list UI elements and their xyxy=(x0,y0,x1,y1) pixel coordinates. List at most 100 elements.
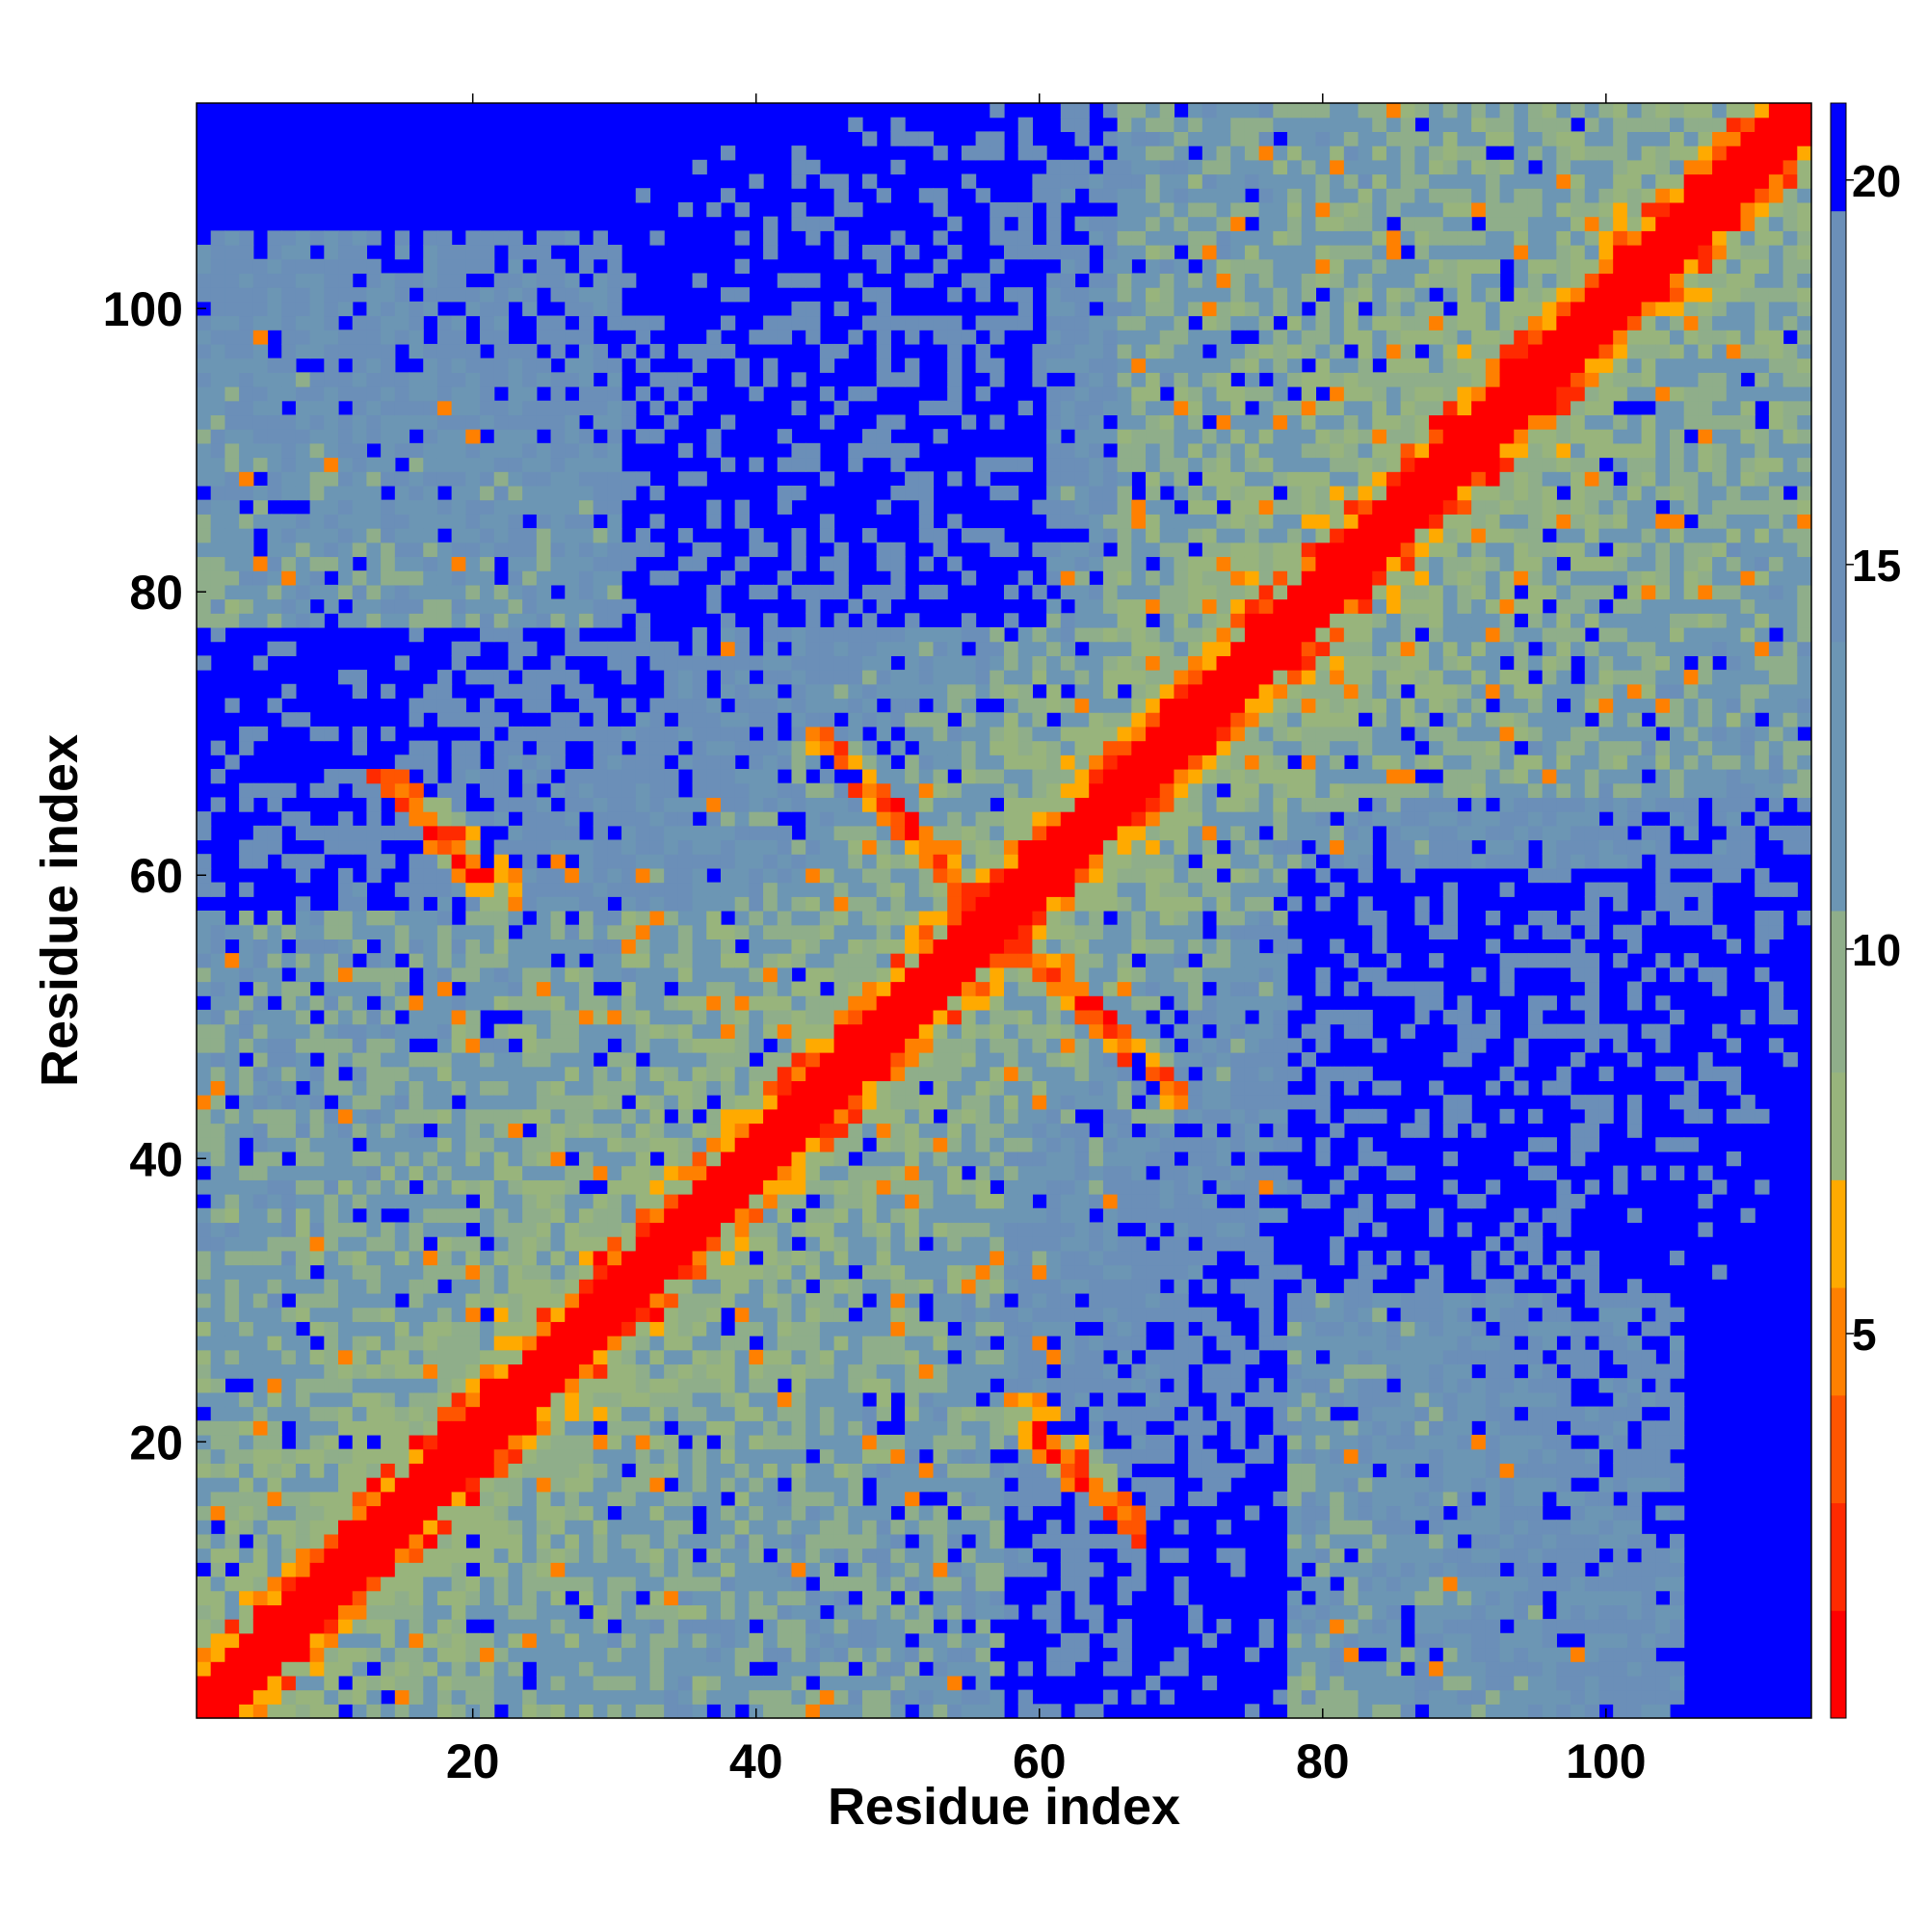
heatmap-cell xyxy=(451,1363,466,1379)
heatmap-cell xyxy=(933,528,948,543)
heatmap-cell xyxy=(805,698,821,713)
heatmap-cell xyxy=(394,1491,410,1507)
heatmap-cell xyxy=(197,953,212,968)
heatmap-cell xyxy=(465,400,481,416)
heatmap-cell xyxy=(905,1349,920,1365)
heatmap-cell xyxy=(210,1704,225,1719)
heatmap-cell xyxy=(409,896,424,912)
heatmap-cell xyxy=(281,1207,297,1224)
heatmap-cell xyxy=(550,854,566,869)
heatmap-cell xyxy=(252,1675,269,1691)
heatmap-cell xyxy=(621,1477,637,1493)
heatmap-cell xyxy=(338,1548,354,1563)
heatmap-cell xyxy=(366,1321,382,1337)
heatmap-cell xyxy=(465,1434,481,1450)
heatmap-cell xyxy=(352,1151,368,1167)
heatmap-cell xyxy=(833,1137,849,1152)
heatmap-cell xyxy=(990,1321,1005,1337)
heatmap-cell xyxy=(947,924,963,940)
heatmap-cell xyxy=(848,1491,863,1507)
heatmap-cell xyxy=(876,1477,891,1493)
heatmap-cell xyxy=(338,1179,354,1195)
heatmap-cell xyxy=(423,1023,438,1039)
heatmap-cell xyxy=(324,1590,339,1605)
heatmap-cell xyxy=(197,1108,212,1125)
heatmap-cell xyxy=(324,542,339,558)
heatmap-cell xyxy=(933,1080,948,1096)
heatmap-cell xyxy=(281,528,297,543)
heatmap-cell xyxy=(224,1222,240,1237)
heatmap-cell xyxy=(876,939,891,954)
heatmap-cell xyxy=(876,854,891,869)
heatmap-cell xyxy=(905,1619,920,1634)
heatmap-cell xyxy=(451,1562,466,1577)
heatmap-cell xyxy=(295,825,311,841)
heatmap-cell xyxy=(522,499,538,515)
heatmap-cell xyxy=(876,357,891,373)
heatmap-cell xyxy=(905,768,920,784)
heatmap-cell xyxy=(861,1548,878,1563)
heatmap-cell xyxy=(734,1548,750,1563)
heatmap-cell xyxy=(381,1222,396,1237)
heatmap-cell xyxy=(876,442,891,459)
heatmap-cell xyxy=(338,301,354,317)
heatmap-cell xyxy=(990,1434,1005,1450)
heatmap-cell xyxy=(267,1477,282,1493)
heatmap-cell xyxy=(933,1632,948,1649)
heatmap-cell xyxy=(677,1151,694,1167)
heatmap-cell xyxy=(295,1391,311,1408)
heatmap-cell xyxy=(366,570,382,586)
heatmap-cell xyxy=(848,1336,863,1351)
heatmap-cell xyxy=(480,924,495,940)
heatmap-cell xyxy=(905,1236,920,1252)
heatmap-cell xyxy=(493,1349,510,1365)
heatmap-cell xyxy=(805,1207,821,1224)
heatmap-cell xyxy=(791,1491,806,1507)
heatmap-cell xyxy=(309,613,325,628)
heatmap-cell xyxy=(833,655,849,671)
heatmap-cell xyxy=(677,1236,694,1252)
heatmap-cell xyxy=(522,1108,538,1125)
heatmap-cell xyxy=(550,1080,566,1096)
heatmap-cell xyxy=(734,1406,750,1421)
heatmap-cell xyxy=(805,230,821,246)
heatmap-cell xyxy=(493,768,510,784)
heatmap-cell xyxy=(861,1562,878,1577)
heatmap-cell xyxy=(961,1520,977,1535)
heatmap-cell xyxy=(210,1292,225,1309)
heatmap-cell xyxy=(295,1533,311,1549)
heatmap-cell xyxy=(833,782,849,798)
heatmap-cell xyxy=(394,655,410,671)
heatmap-cell xyxy=(933,896,948,912)
heatmap-cell xyxy=(281,712,297,728)
heatmap-cell xyxy=(635,357,651,373)
heatmap-cell xyxy=(706,1108,722,1125)
heatmap-cell xyxy=(536,245,552,260)
heatmap-cell xyxy=(621,1222,637,1237)
heatmap-cell xyxy=(607,782,622,798)
heatmap-cell xyxy=(990,1406,1005,1421)
heatmap-cell xyxy=(819,1038,835,1053)
heatmap-cell xyxy=(677,1491,694,1507)
heatmap-cell xyxy=(493,1279,510,1294)
heatmap-cell xyxy=(267,1548,282,1563)
heatmap-cell xyxy=(664,1307,679,1322)
heatmap-cell xyxy=(819,1279,835,1294)
heatmap-cell xyxy=(352,457,368,472)
heatmap-cell xyxy=(947,683,963,700)
heatmap-cell xyxy=(267,939,282,954)
heatmap-cell xyxy=(409,1378,424,1393)
heatmap-cell xyxy=(565,797,580,812)
heatmap-cell xyxy=(905,966,920,983)
heatmap-cell xyxy=(536,1336,552,1351)
heatmap-cell xyxy=(649,867,665,884)
heatmap-cell xyxy=(565,825,580,841)
heatmap-cell xyxy=(565,287,580,303)
heatmap-cell xyxy=(381,1448,396,1464)
heatmap-cell xyxy=(409,1250,424,1266)
heatmap-cell xyxy=(197,1349,212,1365)
heatmap-cell xyxy=(565,1194,580,1209)
heatmap-cell xyxy=(1017,1264,1033,1280)
heatmap-cell xyxy=(536,457,552,472)
heatmap-cell xyxy=(451,698,466,713)
